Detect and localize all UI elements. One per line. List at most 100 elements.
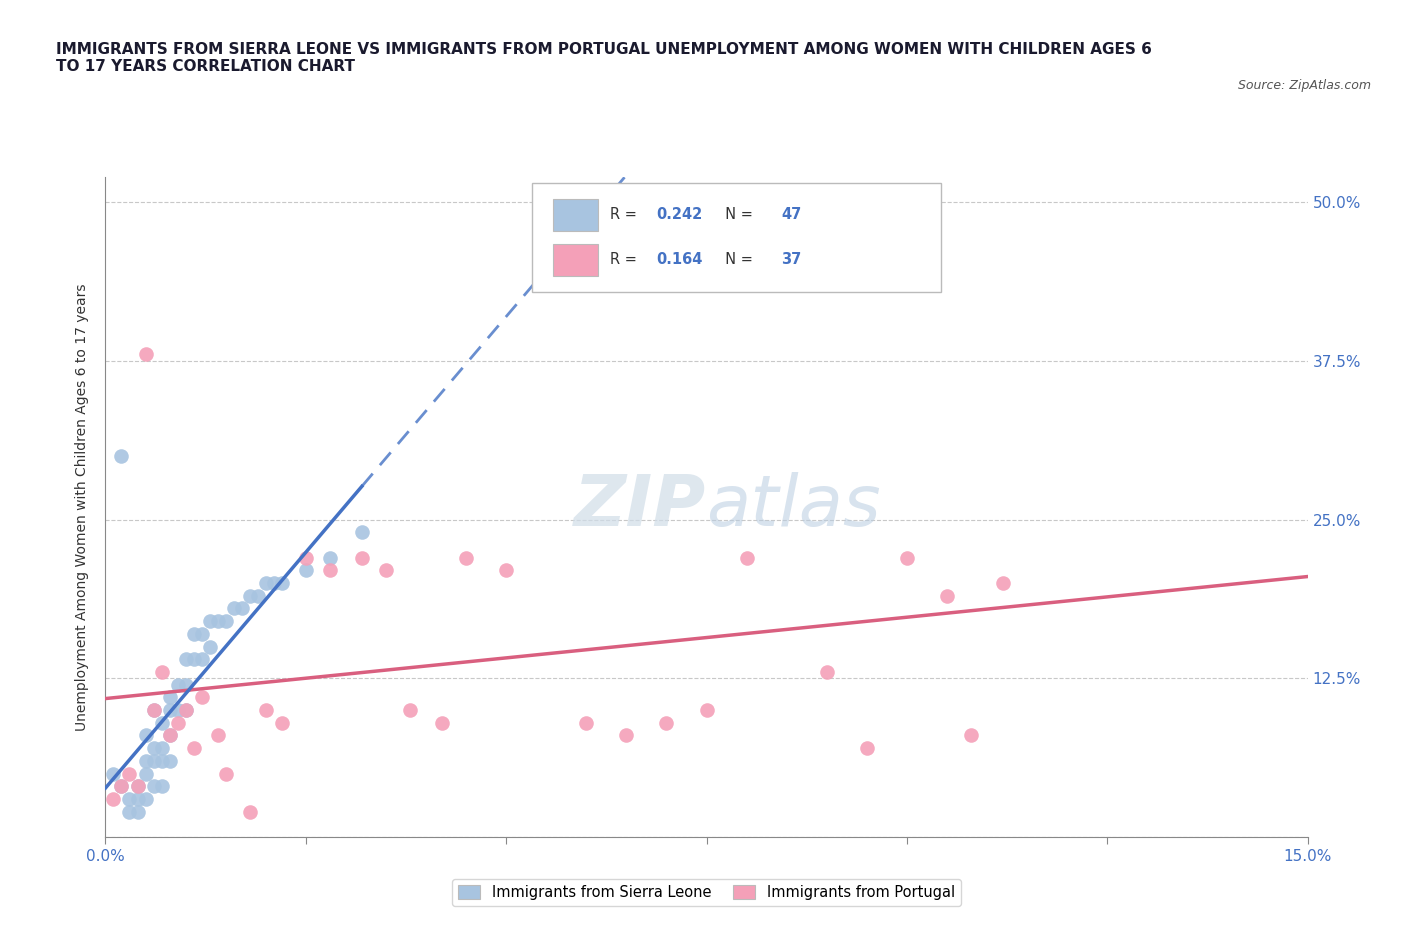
Point (127, 778, 149, 793)
Point (270, 715, 292, 730)
Point (174, 652, 197, 667)
Point (103, 791, 125, 806)
Point (183, 740, 205, 755)
Point (534, 232, 557, 247)
Point (575, 715, 598, 730)
Point (190, 652, 212, 667)
Point (936, 589, 959, 604)
Point (110, 778, 132, 793)
Point (135, 766, 157, 781)
Point (174, 702, 197, 717)
Point (127, 804, 149, 819)
Point (103, 766, 125, 781)
Point (319, 563, 342, 578)
Point (430, 715, 453, 730)
Point (183, 627, 205, 642)
Point (142, 702, 165, 717)
Point (135, 753, 157, 768)
FancyBboxPatch shape (533, 183, 941, 292)
Point (150, 753, 173, 768)
Point (350, 525, 373, 539)
Point (696, 702, 718, 717)
Point (254, 576, 277, 591)
Point (183, 652, 205, 667)
Point (166, 702, 188, 717)
Point (110, 778, 132, 793)
Point (214, 614, 236, 629)
Point (815, 664, 838, 679)
Point (270, 576, 292, 591)
Point (319, 551, 342, 565)
Text: N =: N = (716, 252, 758, 267)
Point (166, 715, 188, 730)
Point (454, 551, 477, 565)
Text: Source: ZipAtlas.com: Source: ZipAtlas.com (1237, 79, 1371, 92)
Point (166, 677, 188, 692)
Point (159, 753, 181, 768)
Point (295, 551, 318, 565)
Point (239, 589, 262, 604)
Point (118, 804, 141, 819)
Point (159, 702, 181, 717)
Point (295, 563, 318, 578)
Point (855, 740, 877, 755)
Text: N =: N = (716, 206, 758, 222)
Point (239, 804, 262, 819)
Point (159, 728, 181, 743)
Point (198, 614, 221, 629)
Text: R =: R = (610, 252, 643, 267)
Text: 0.164: 0.164 (657, 252, 703, 267)
Legend: Immigrants from Sierra Leone, Immigrants from Portugal: Immigrants from Sierra Leone, Immigrants… (453, 879, 960, 906)
Y-axis label: Unemployment Among Women with Children Ages 6 to 17 years: Unemployment Among Women with Children A… (76, 283, 90, 731)
Bar (553, 244, 599, 276)
Point (118, 766, 141, 781)
Point (150, 740, 173, 755)
Point (214, 766, 236, 781)
Point (127, 778, 149, 793)
Point (254, 702, 277, 717)
Point (142, 778, 165, 793)
Text: 47: 47 (782, 206, 801, 222)
Point (135, 791, 157, 806)
Point (991, 576, 1014, 591)
Point (150, 715, 173, 730)
Text: 0.242: 0.242 (657, 206, 702, 222)
Point (246, 589, 269, 604)
Point (495, 563, 517, 578)
Point (190, 627, 212, 642)
Point (616, 728, 638, 743)
Point (655, 715, 678, 730)
Text: atlas: atlas (707, 472, 882, 541)
Point (374, 563, 398, 578)
Text: R =: R = (610, 206, 643, 222)
Point (150, 778, 173, 793)
Point (159, 728, 181, 743)
Point (207, 614, 229, 629)
Point (222, 601, 245, 616)
Bar (553, 199, 599, 231)
Point (399, 702, 422, 717)
Point (135, 347, 157, 362)
Point (127, 791, 149, 806)
Point (118, 791, 141, 806)
Point (735, 551, 758, 565)
Point (190, 690, 212, 705)
Point (142, 753, 165, 768)
Point (198, 639, 221, 654)
Point (142, 702, 165, 717)
Point (896, 551, 918, 565)
Point (135, 728, 157, 743)
Point (231, 601, 253, 616)
Point (207, 728, 229, 743)
Point (159, 690, 181, 705)
Point (150, 664, 173, 679)
Text: IMMIGRANTS FROM SIERRA LEONE VS IMMIGRANTS FROM PORTUGAL UNEMPLOYMENT AMONG WOME: IMMIGRANTS FROM SIERRA LEONE VS IMMIGRAN… (56, 42, 1152, 74)
Text: 37: 37 (782, 252, 801, 267)
Point (263, 576, 285, 591)
Point (110, 448, 132, 463)
Point (350, 551, 373, 565)
Point (142, 740, 165, 755)
Point (174, 677, 197, 692)
Point (174, 702, 197, 717)
Point (960, 728, 983, 743)
